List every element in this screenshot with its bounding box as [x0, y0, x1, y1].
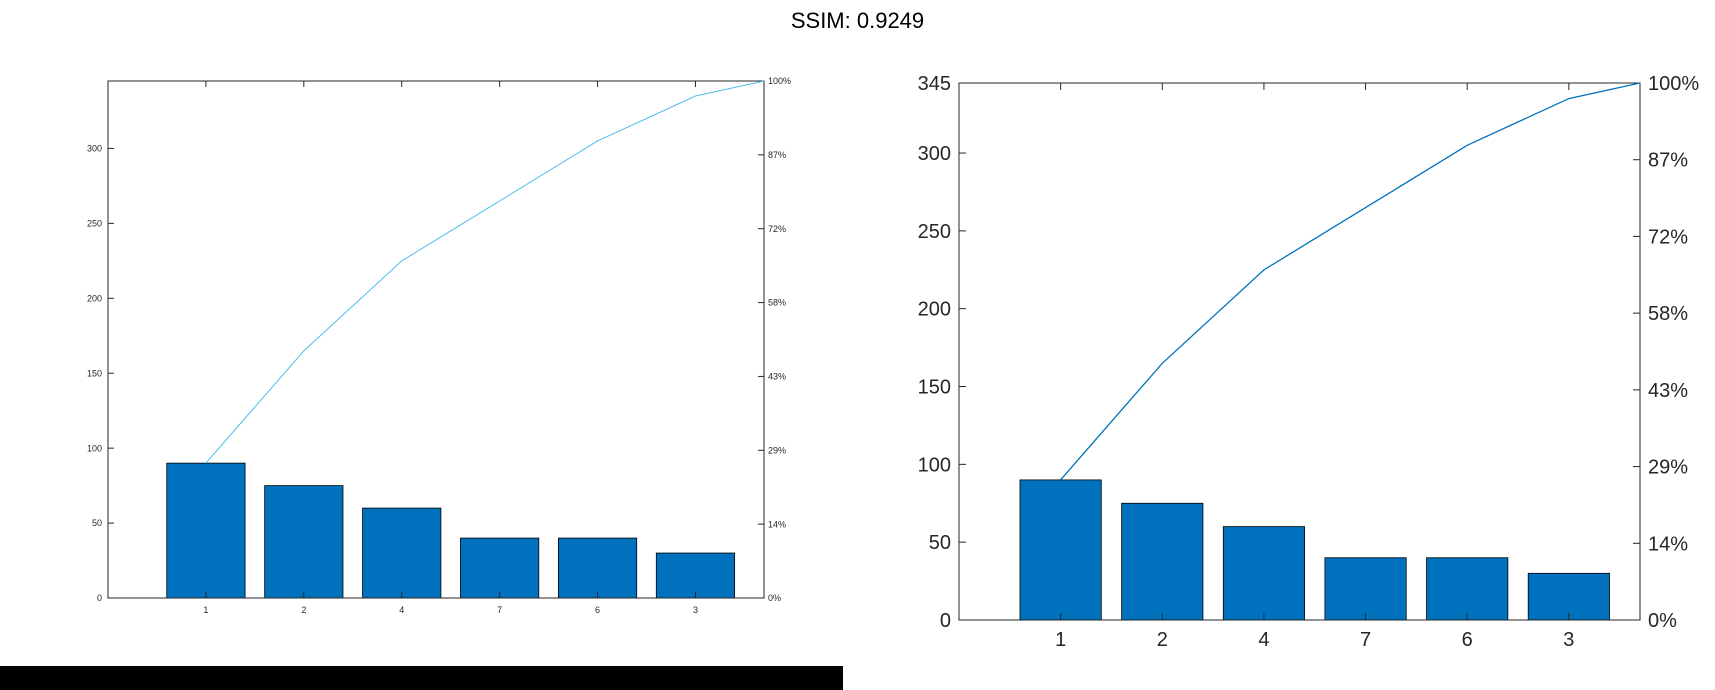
- bar: [1222, 526, 1305, 621]
- y-tick-label-left: 250: [918, 221, 951, 243]
- bar: [166, 462, 246, 599]
- x-tick-label: 3: [693, 605, 698, 615]
- y-tick-label-right: 0%: [1648, 610, 1677, 632]
- pareto-chart-left: 1 2 4 7 6 3 0 50 100 150 200 250 300 0% 14% 29% 43% 58% 72…: [87, 76, 791, 615]
- x-tick-label: 7: [1360, 629, 1371, 651]
- y-tick-label-right: 43%: [1648, 380, 1688, 402]
- bar: [264, 485, 344, 599]
- y-tick-label-left: 150: [918, 377, 951, 399]
- y-tick-label-right: 100%: [1648, 73, 1699, 95]
- y-tick-label-left: 50: [929, 532, 951, 554]
- x-tick-label: 1: [203, 605, 208, 615]
- cumulative-line: [1060, 82, 1641, 481]
- x-tick-label: 4: [399, 605, 404, 615]
- y-tick-label-right: 87%: [768, 150, 786, 160]
- x-tick-label: 3: [1563, 629, 1574, 651]
- y-tick-label-right: 14%: [768, 519, 786, 529]
- y-tick-label-right: 0%: [768, 593, 781, 603]
- bar: [655, 552, 736, 599]
- y-tick-label-right: 72%: [1648, 226, 1688, 248]
- bar: [1019, 479, 1102, 621]
- bar: [1426, 557, 1509, 621]
- axes-box: [958, 82, 1641, 621]
- y-tick-label-left: 250: [87, 219, 102, 229]
- y-tick-label-right: 58%: [1648, 303, 1688, 325]
- y-tick-label-left: 200: [918, 299, 951, 321]
- x-tick-label: 2: [301, 605, 306, 615]
- y-tick-label-left: 150: [87, 368, 102, 378]
- bar: [460, 537, 540, 599]
- y-tick-label-left: 100: [918, 454, 951, 476]
- y-tick-label-right: 100%: [768, 76, 791, 86]
- bar: [1527, 572, 1610, 621]
- y-tick-label-left: 100: [87, 443, 102, 453]
- x-tick-label: 7: [497, 605, 502, 615]
- y-tick-label-left: 0: [97, 593, 102, 603]
- y-tick-label-left: 50: [92, 518, 102, 528]
- y-tick-label-right: 29%: [1648, 457, 1688, 479]
- x-tick-label: 6: [1462, 629, 1473, 651]
- y-tick-label-right: 29%: [768, 445, 786, 455]
- y-tick-label-right: 87%: [1648, 150, 1688, 172]
- bar: [1324, 557, 1407, 621]
- pareto-chart-right: 1 2 4 7 6 3 0 50 100 150 200 250 300 345 0% 14% 29% 43% 58…: [918, 73, 1700, 651]
- axes-box: [107, 80, 765, 599]
- y-tick-label-left: 0: [940, 610, 951, 632]
- x-tick-label: 4: [1258, 629, 1269, 651]
- y-tick-label-right: 43%: [768, 372, 786, 382]
- y-tick-label-right: 72%: [768, 224, 786, 234]
- y-tick-label-right: 58%: [768, 298, 786, 308]
- x-tick-label: 2: [1157, 629, 1168, 651]
- pareto-charts: 1 2 4 7 6 30501001502002503000%14%29%43%58%72…: [87, 73, 1700, 651]
- y-tick-label-left: 345: [918, 73, 951, 95]
- x-tick-label: 1: [1055, 629, 1066, 651]
- y-tick-label-left: 300: [87, 144, 102, 154]
- cumulative-line: [205, 80, 765, 464]
- y-tick-label-right: 14%: [1648, 533, 1688, 555]
- y-tick-label-left: 200: [87, 293, 102, 303]
- figure-title: SSIM: 0.9249: [790, 8, 925, 33]
- bar: [1121, 502, 1204, 621]
- bar: [557, 537, 638, 599]
- bar: [362, 507, 442, 599]
- black-bar: [0, 666, 843, 690]
- y-tick-label-left: 300: [918, 143, 951, 165]
- x-tick-label: 6: [595, 605, 600, 615]
